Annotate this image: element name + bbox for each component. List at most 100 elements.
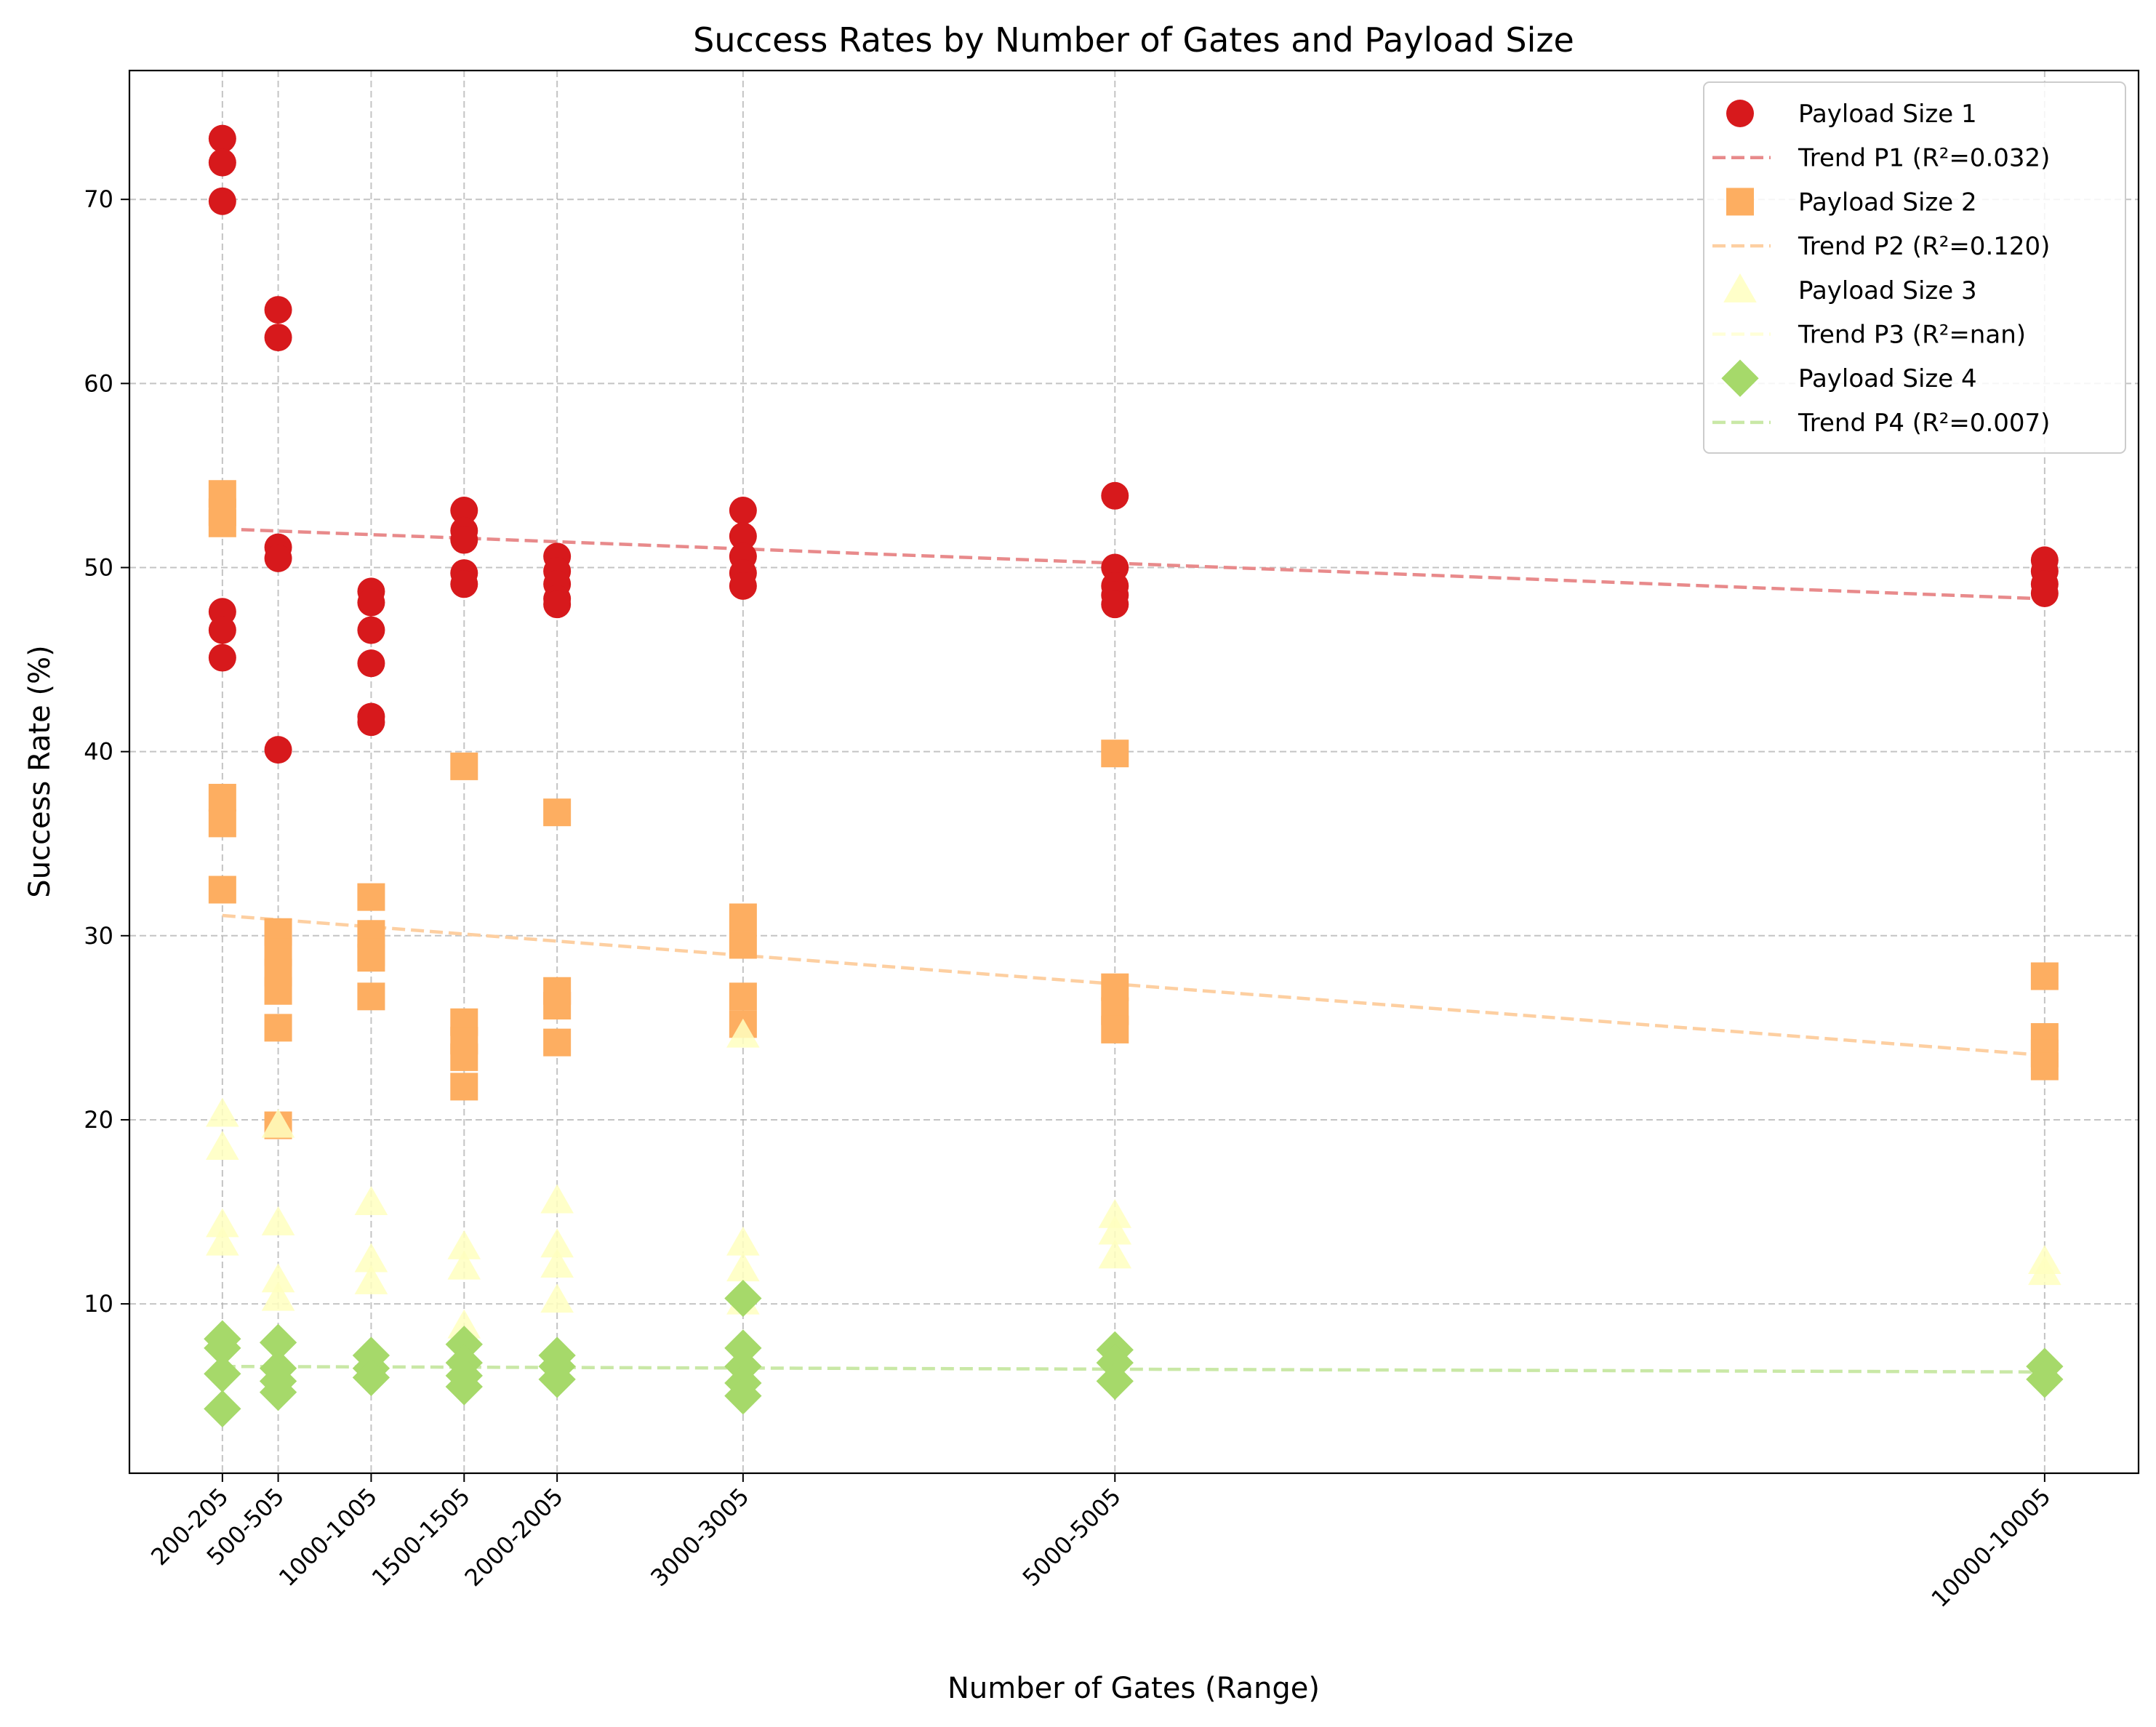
- data-point: [450, 570, 478, 598]
- series-2: [208, 480, 2059, 1139]
- data-point: [445, 1368, 483, 1406]
- data-point: [208, 644, 236, 672]
- legend-marker: [1721, 359, 1759, 397]
- legend-marker: [1723, 273, 1757, 302]
- legend-label: Payload Size 2: [1798, 188, 1977, 217]
- data-point: [1101, 481, 1129, 510]
- series-3: [206, 1018, 2061, 1339]
- data-point: [1098, 1215, 1132, 1245]
- data-point: [206, 1097, 239, 1127]
- trend-line-4: [222, 1364, 2045, 1374]
- data-point: [206, 1226, 239, 1256]
- data-point: [208, 187, 236, 215]
- data-point: [264, 977, 292, 1005]
- data-point: [540, 1228, 574, 1258]
- data-point: [264, 324, 292, 352]
- data-point: [264, 736, 292, 764]
- data-point: [204, 1390, 241, 1428]
- y-tick-label: 70: [84, 185, 113, 213]
- data-point: [354, 1265, 388, 1294]
- data-point: [208, 148, 236, 177]
- data-point: [357, 649, 385, 678]
- data-point: [206, 1131, 239, 1161]
- data-point: [259, 1323, 297, 1361]
- data-point: [261, 1263, 295, 1293]
- data-point: [543, 798, 572, 827]
- data-point: [450, 497, 478, 525]
- trend-line-1: [222, 527, 2045, 601]
- y-tick-label: 10: [84, 1290, 113, 1318]
- data-point: [2028, 1256, 2061, 1286]
- series-1: [208, 124, 2059, 764]
- legend-label: Payload Size 4: [1798, 364, 1977, 393]
- legend-box: [1703, 81, 2126, 454]
- legend-label: Payload Size 3: [1798, 276, 1977, 305]
- data-point: [357, 616, 385, 644]
- data-point: [543, 992, 572, 1019]
- data-point: [543, 1028, 572, 1057]
- data-point: [450, 526, 478, 554]
- data-point: [204, 1329, 241, 1367]
- y-tick-label: 50: [84, 554, 113, 582]
- data-point: [450, 1073, 478, 1101]
- data-point: [208, 509, 236, 537]
- data-point: [261, 1108, 295, 1138]
- data-point: [1101, 740, 1129, 768]
- data-point: [352, 1358, 390, 1397]
- legend: Payload Size 1 Trend P1 (R²=0.032) Payload…: [1703, 81, 2126, 454]
- data-point: [540, 1184, 574, 1214]
- data-point: [264, 544, 292, 572]
- data-point: [726, 1018, 760, 1048]
- data-point: [2030, 579, 2059, 607]
- data-point: [357, 982, 385, 1011]
- data-point: [1101, 1015, 1129, 1043]
- data-point: [1098, 1198, 1132, 1228]
- trend-line-2: [222, 913, 2045, 1057]
- data-point: [729, 982, 757, 1011]
- y-tick-label: 40: [84, 738, 113, 766]
- data-point: [538, 1361, 576, 1398]
- data-point: [354, 1243, 388, 1273]
- legend-label: Trend P4 (R²=0.007): [1798, 409, 2050, 438]
- data-point: [543, 590, 572, 619]
- data-point: [357, 944, 385, 972]
- data-point: [206, 1208, 239, 1238]
- data-point: [729, 522, 757, 550]
- data-point: [724, 1377, 762, 1415]
- legend-marker: [1726, 100, 1754, 127]
- data-point: [264, 1014, 292, 1042]
- data-point: [726, 1252, 760, 1282]
- legend-label: Trend P3 (R²=nan): [1798, 321, 2026, 350]
- legend-label: Trend P1 (R²=0.032): [1798, 144, 2050, 173]
- data-point: [540, 1249, 574, 1278]
- y-axis-label: Success Rate (%): [23, 645, 57, 897]
- data-point: [208, 124, 236, 153]
- data-point: [357, 588, 385, 617]
- data-point: [208, 809, 236, 838]
- data-point: [729, 931, 757, 959]
- data-point: [1101, 590, 1129, 619]
- data-point: [208, 875, 236, 904]
- chart-title: Success Rates by Number of Gates and Pay…: [693, 20, 1574, 60]
- data-point: [1101, 973, 1129, 1001]
- data-point: [729, 903, 757, 931]
- data-point: [1096, 1362, 1134, 1401]
- plot-area-frame: [128, 69, 2140, 1475]
- data-point: [261, 1206, 295, 1235]
- y-tick-label: 30: [84, 922, 113, 950]
- series-4: [204, 1279, 2064, 1428]
- data-point: [259, 1373, 297, 1411]
- data-point: [2030, 962, 2059, 990]
- data-point: [264, 296, 292, 324]
- data-point: [357, 883, 385, 911]
- data-point: [208, 783, 236, 812]
- trend-lines: [222, 527, 2045, 1374]
- data-point: [450, 1043, 478, 1071]
- data-point: [724, 1279, 762, 1318]
- data-point: [2026, 1361, 2064, 1398]
- data-point: [354, 1186, 388, 1215]
- data-point: [447, 1230, 481, 1259]
- y-tick-label: 60: [84, 369, 113, 397]
